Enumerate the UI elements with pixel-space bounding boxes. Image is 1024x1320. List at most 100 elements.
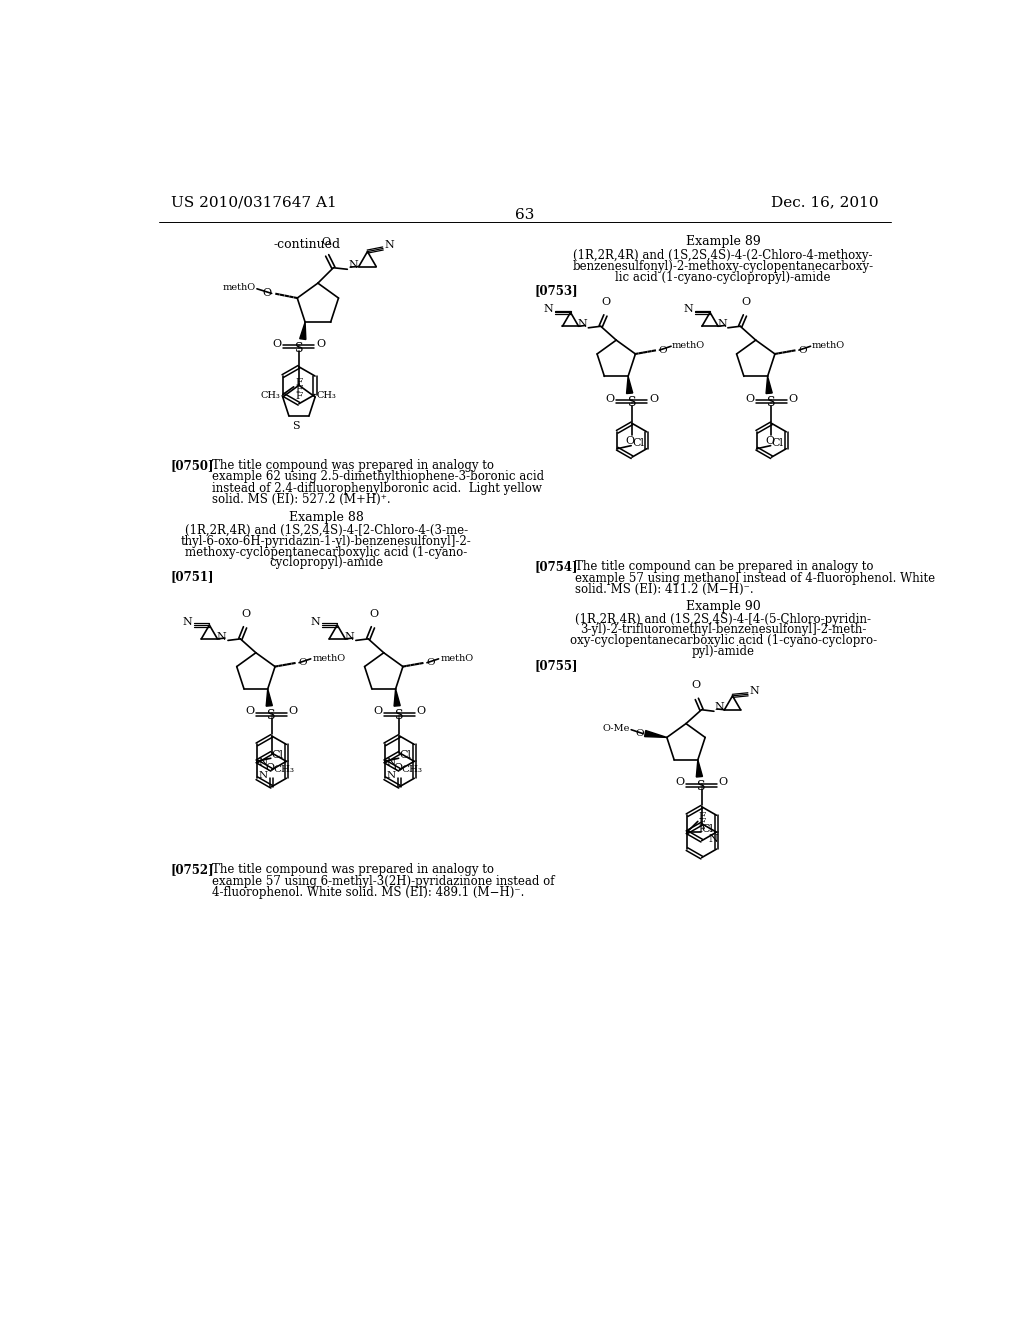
Polygon shape xyxy=(644,730,667,738)
Text: O: O xyxy=(272,339,282,348)
Text: [0755]: [0755] xyxy=(535,659,578,672)
Text: methO: methO xyxy=(672,341,705,350)
Text: Example 88: Example 88 xyxy=(289,511,364,524)
Text: N: N xyxy=(709,834,718,845)
Text: N: N xyxy=(683,305,693,314)
Text: N: N xyxy=(715,702,724,713)
Text: solid. MS (EI): 527.2 (M+H)⁺.: solid. MS (EI): 527.2 (M+H)⁺. xyxy=(212,494,390,507)
Text: S: S xyxy=(267,709,275,722)
Text: N: N xyxy=(344,631,354,642)
Text: example 62 using 2.5-dimethylthiophene-3-boronic acid: example 62 using 2.5-dimethylthiophene-3… xyxy=(212,470,544,483)
Text: F: F xyxy=(698,825,706,834)
Text: O-Me: O-Me xyxy=(602,725,630,734)
Polygon shape xyxy=(394,689,400,706)
Text: O: O xyxy=(602,297,610,308)
Text: O: O xyxy=(719,777,728,787)
Text: Cl: Cl xyxy=(271,750,284,760)
Text: solid. MS (EI): 411.2 (M−H)⁻.: solid. MS (EI): 411.2 (M−H)⁻. xyxy=(575,583,754,597)
Text: [0754]: [0754] xyxy=(535,560,578,573)
Text: lic acid (1-cyano-cyclopropyl)-amide: lic acid (1-cyano-cyclopropyl)-amide xyxy=(615,271,830,284)
Polygon shape xyxy=(266,689,272,706)
Text: Cl: Cl xyxy=(771,437,783,447)
Text: Example 90: Example 90 xyxy=(686,599,761,612)
Text: N: N xyxy=(348,260,357,271)
Text: CH₃: CH₃ xyxy=(316,391,337,400)
Text: methO: methO xyxy=(440,653,473,663)
Text: methO: methO xyxy=(312,653,345,663)
Text: [0751]: [0751] xyxy=(171,570,214,583)
Text: N: N xyxy=(182,616,193,627)
Text: F: F xyxy=(698,812,706,821)
Text: methO: methO xyxy=(811,341,845,350)
Text: O: O xyxy=(426,659,435,667)
Polygon shape xyxy=(766,376,772,393)
Text: [0753]: [0753] xyxy=(535,284,578,297)
Polygon shape xyxy=(300,322,306,339)
Text: O: O xyxy=(242,609,250,619)
Text: -continued: -continued xyxy=(273,238,341,251)
Text: O: O xyxy=(374,706,382,717)
Text: The title compound can be prepared in analogy to: The title compound can be prepared in an… xyxy=(575,560,873,573)
Text: [0750]: [0750] xyxy=(171,459,214,471)
Text: 4-fluorophenol. White solid. MS (EI): 489.1 (M−H)⁻.: 4-fluorophenol. White solid. MS (EI): 48… xyxy=(212,886,524,899)
Text: S: S xyxy=(295,342,303,355)
Text: F: F xyxy=(295,392,302,401)
Text: O: O xyxy=(246,706,255,717)
Text: N: N xyxy=(386,759,395,767)
Text: F: F xyxy=(295,385,302,395)
Text: methO: methO xyxy=(222,282,255,292)
Text: O: O xyxy=(298,659,307,667)
Text: cyclopropyl)-amide: cyclopropyl)-amide xyxy=(269,557,383,569)
Text: S: S xyxy=(395,709,403,722)
Text: O: O xyxy=(322,238,330,247)
Text: O: O xyxy=(765,436,774,446)
Text: O: O xyxy=(316,339,325,348)
Text: N: N xyxy=(544,305,554,314)
Text: O: O xyxy=(369,609,378,619)
Text: O: O xyxy=(393,763,402,774)
Text: O: O xyxy=(626,436,635,446)
Text: O: O xyxy=(262,288,271,298)
Text: S: S xyxy=(767,396,776,409)
Text: N: N xyxy=(310,616,321,627)
Text: instead of 2.4-difluorophenylboronic acid.  Light yellow: instead of 2.4-difluorophenylboronic aci… xyxy=(212,482,542,495)
Text: thyl-6-oxo-6H-pyridazin-1-yl)-benzenesulfonyl]-2-: thyl-6-oxo-6H-pyridazin-1-yl)-benzenesul… xyxy=(181,535,472,548)
Text: Cl: Cl xyxy=(701,824,714,834)
Text: O: O xyxy=(658,346,668,355)
Text: N: N xyxy=(750,686,760,696)
Text: Cl: Cl xyxy=(399,750,412,760)
Text: oxy-cyclopentanecarboxylic acid (1-cyano-cyclopro-: oxy-cyclopentanecarboxylic acid (1-cyano… xyxy=(569,635,877,647)
Text: [0752]: [0752] xyxy=(171,863,214,876)
Text: F: F xyxy=(698,818,706,828)
Text: N: N xyxy=(217,631,226,642)
Text: pyl)-amide: pyl)-amide xyxy=(691,645,755,659)
Text: F: F xyxy=(295,379,302,388)
Text: N: N xyxy=(258,771,267,780)
Text: Cl: Cl xyxy=(632,437,644,447)
Text: example 57 using methanol instead of 4-fluorophenol. White: example 57 using methanol instead of 4-f… xyxy=(575,572,935,585)
Text: N: N xyxy=(578,319,588,329)
Text: 3-yl)-2-trifluoromethyl-benzenesulfonyl]-2-meth-: 3-yl)-2-trifluoromethyl-benzenesulfonyl]… xyxy=(580,623,866,636)
Text: 63: 63 xyxy=(515,209,535,223)
Text: S: S xyxy=(697,780,706,793)
Text: S: S xyxy=(628,396,636,409)
Text: example 57 using 6-methyl-3(2H)-pyridazinone instead of: example 57 using 6-methyl-3(2H)-pyridazi… xyxy=(212,874,554,887)
Text: (1R,2R,4R) and (1S,2S,4S)-4-[2-Chloro-4-(3-me-: (1R,2R,4R) and (1S,2S,4S)-4-[2-Chloro-4-… xyxy=(185,524,468,537)
Text: O: O xyxy=(788,393,798,404)
Polygon shape xyxy=(696,760,702,777)
Text: O: O xyxy=(798,346,807,355)
Text: O: O xyxy=(649,393,658,404)
Text: (1R,2R,4R) and (1S,2S,4S)-4-[4-(5-Chloro-pyridin-: (1R,2R,4R) and (1S,2S,4S)-4-[4-(5-Chloro… xyxy=(575,612,871,626)
Text: O: O xyxy=(635,729,644,738)
Text: O: O xyxy=(417,706,426,717)
Text: O: O xyxy=(676,777,685,787)
Text: (1R,2R,4R) and (1S,2S,4S)-4-(2-Chloro-4-methoxy-: (1R,2R,4R) and (1S,2S,4S)-4-(2-Chloro-4-… xyxy=(573,249,872,263)
Text: US 2010/0317647 A1: US 2010/0317647 A1 xyxy=(171,195,336,210)
Text: Example 89: Example 89 xyxy=(686,235,761,248)
Text: N: N xyxy=(718,319,727,329)
Polygon shape xyxy=(627,376,633,393)
Text: O: O xyxy=(289,706,298,717)
Text: N: N xyxy=(386,771,395,780)
Text: CH₃: CH₃ xyxy=(273,766,295,775)
Text: O: O xyxy=(606,393,615,404)
